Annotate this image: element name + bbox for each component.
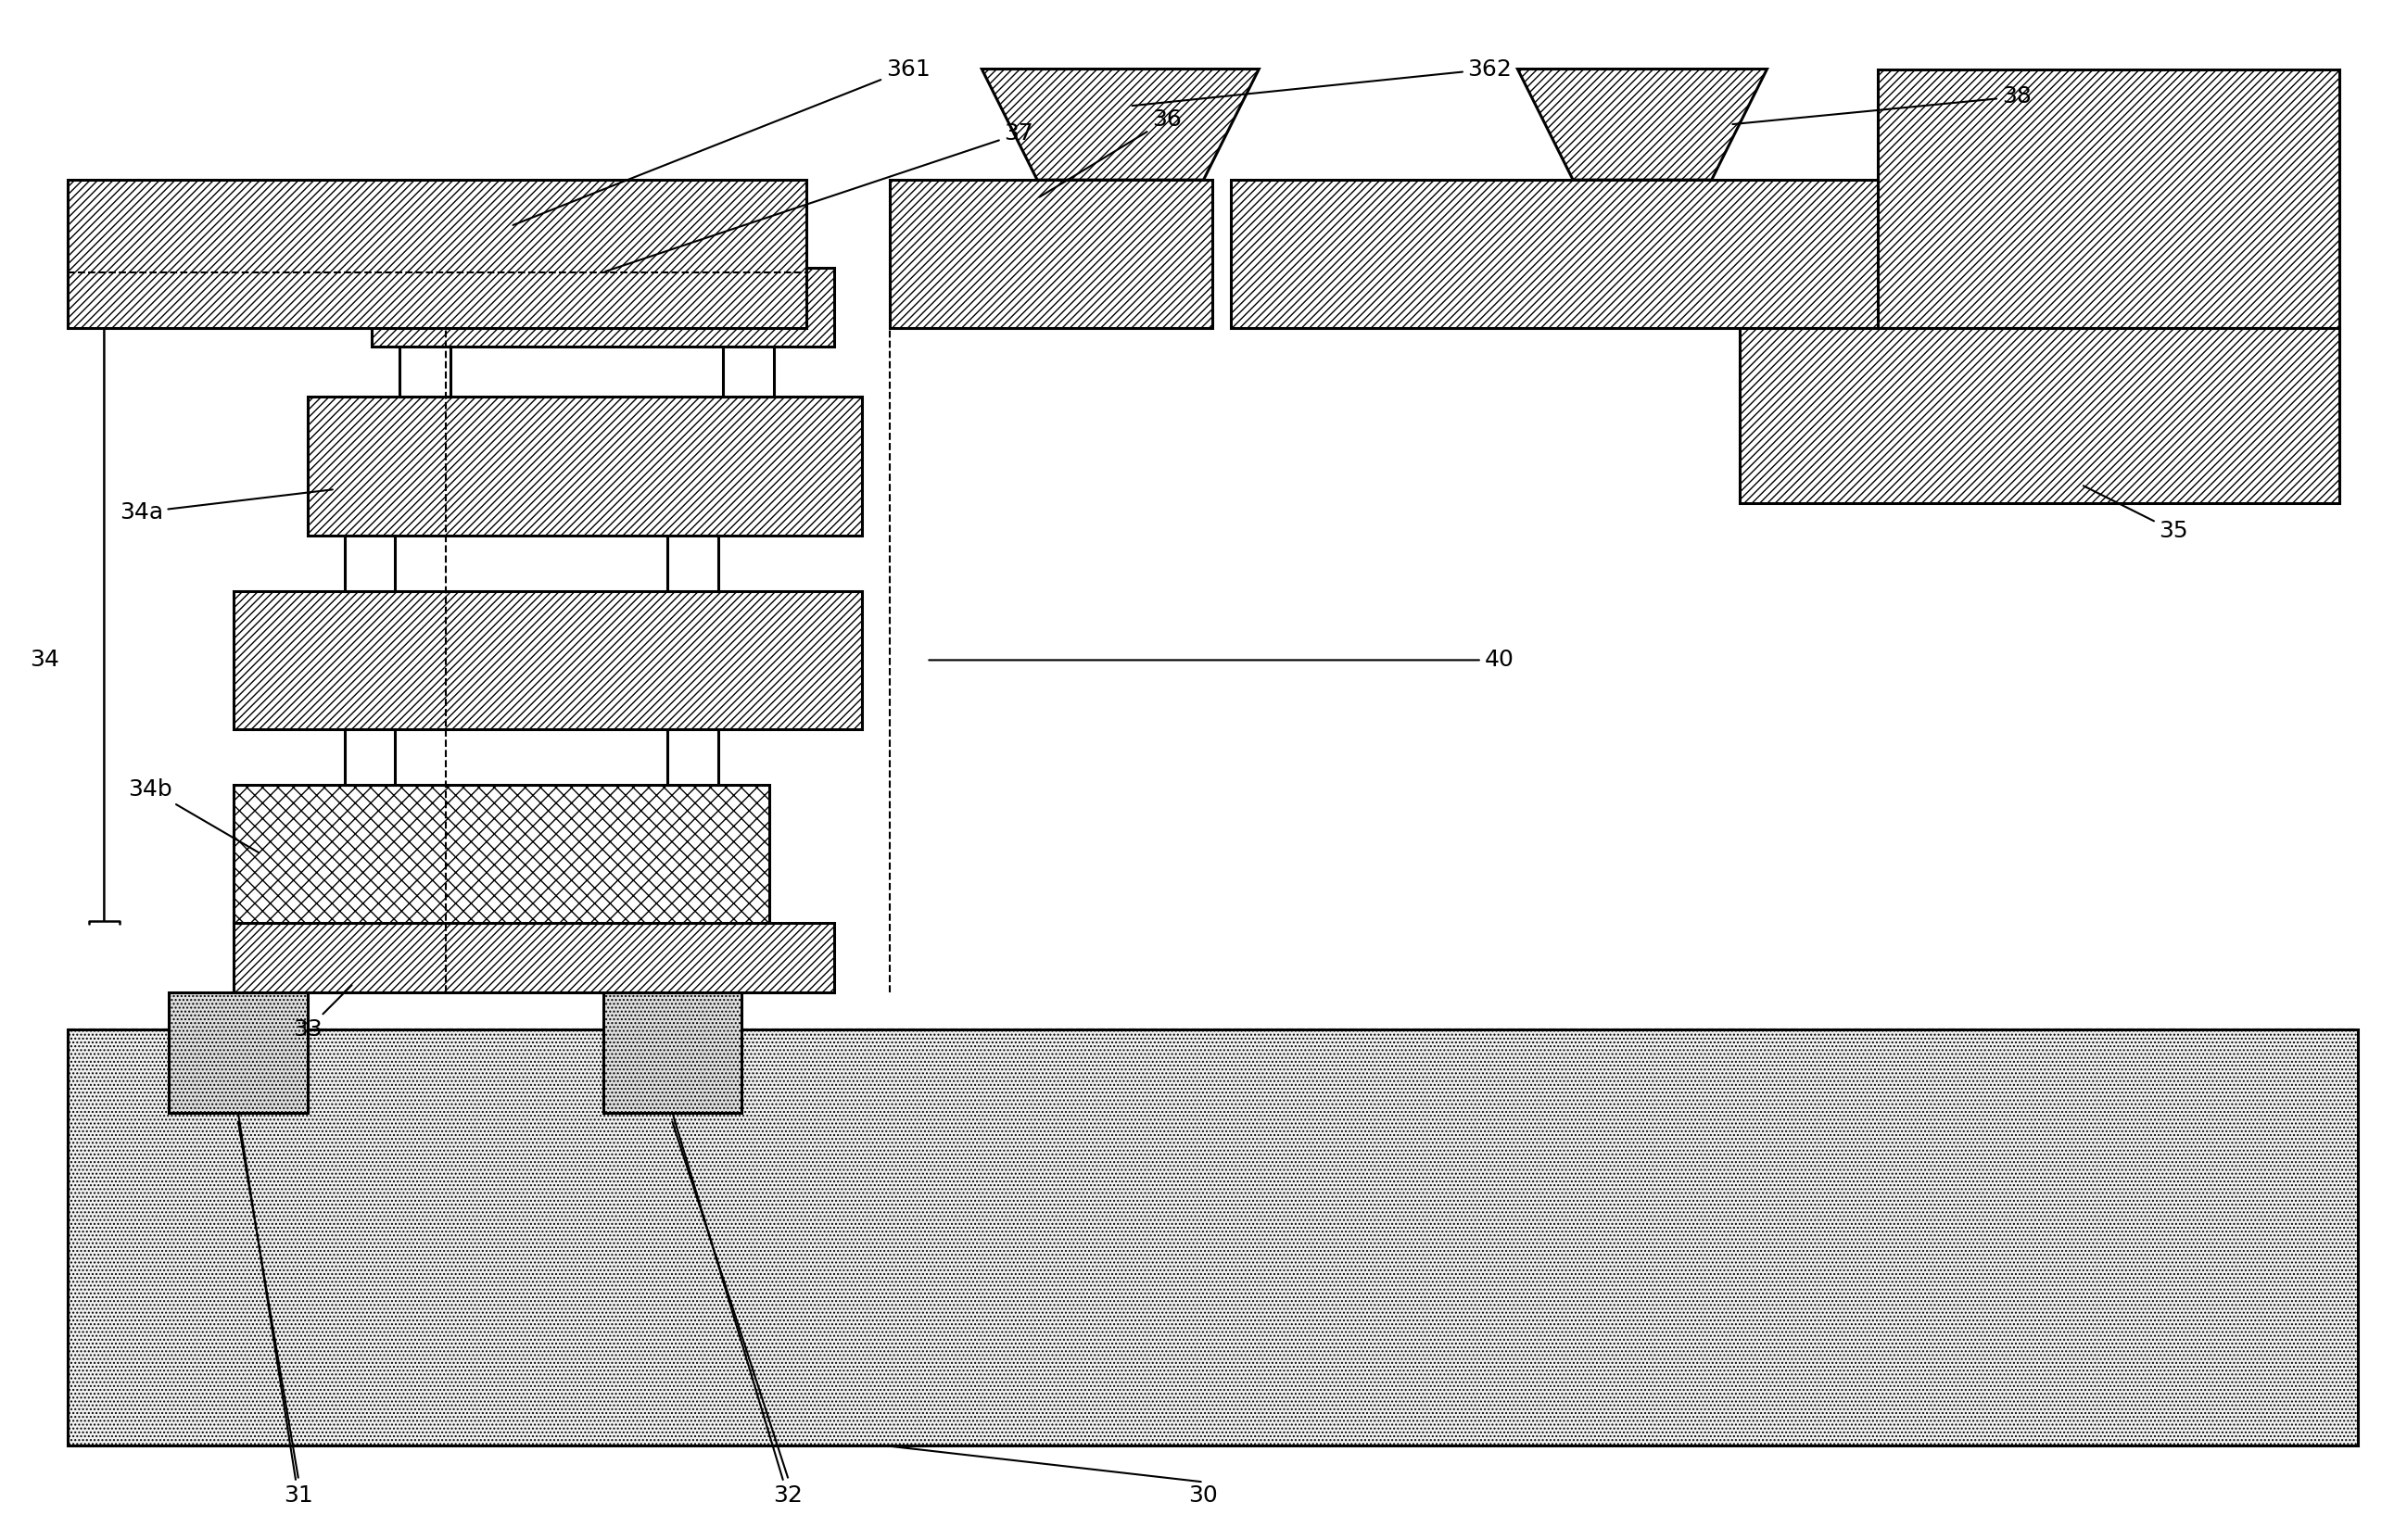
Bar (1877, 69, 2340, 328)
Text: 31: 31 (238, 1115, 313, 1508)
Bar (67, 1030, 2359, 1445)
Text: 37: 37 (607, 123, 1033, 271)
Bar (1232, 180, 1897, 328)
Text: 34a: 34a (120, 490, 332, 524)
Bar (400, 346, 450, 397)
Text: 361: 361 (513, 59, 929, 225)
Text: 38: 38 (1733, 86, 2032, 125)
Text: 34b: 34b (128, 778, 260, 853)
Polygon shape (982, 69, 1259, 180)
Bar (604, 993, 741, 1112)
Text: 36: 36 (1040, 109, 1182, 197)
Bar (233, 785, 770, 924)
Bar (344, 730, 395, 785)
Bar (373, 268, 833, 347)
Text: 34: 34 (29, 648, 58, 671)
Bar (308, 397, 862, 536)
Text: 33: 33 (294, 986, 351, 1041)
Text: 30: 30 (1189, 1485, 1218, 1508)
Bar (667, 730, 720, 785)
Bar (1740, 328, 2340, 504)
Bar (233, 924, 833, 993)
Bar (344, 536, 395, 591)
Polygon shape (1516, 69, 1767, 180)
Text: 362: 362 (1131, 59, 1512, 106)
Bar (722, 346, 775, 397)
Bar (891, 180, 1213, 328)
Bar (168, 993, 308, 1112)
Bar (233, 591, 862, 730)
Text: 40: 40 (929, 648, 1514, 671)
Text: 32: 32 (674, 1115, 802, 1508)
Bar (67, 180, 806, 328)
Text: 35: 35 (2084, 485, 2188, 542)
Bar (667, 536, 720, 591)
